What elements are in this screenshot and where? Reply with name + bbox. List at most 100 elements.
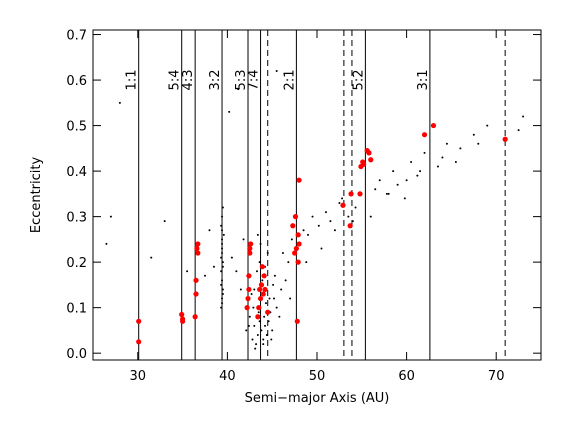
highlight-point — [360, 161, 367, 167]
object-point — [387, 192, 390, 195]
object-point — [260, 329, 263, 332]
highlight-point — [255, 314, 261, 320]
highlight-point — [265, 309, 271, 315]
highlight-point — [247, 250, 253, 256]
object-point — [242, 238, 245, 241]
highlight-point — [247, 245, 253, 252]
object-point — [221, 215, 224, 218]
object-point — [254, 347, 257, 350]
highlight-point — [136, 339, 142, 345]
highlight-point — [257, 295, 264, 302]
object-point — [522, 115, 525, 118]
resonance-label: 5:3 — [234, 70, 249, 91]
object-point — [220, 270, 223, 273]
object-point — [273, 274, 276, 277]
object-point — [221, 293, 224, 295]
object-point — [257, 311, 260, 314]
highlight-point — [421, 132, 428, 138]
object-point — [262, 343, 265, 346]
object-point — [281, 252, 284, 255]
object-point — [221, 302, 224, 305]
object-point — [256, 333, 259, 336]
highlight-point — [502, 136, 508, 142]
highlight-point — [136, 318, 142, 324]
object-point — [248, 315, 251, 318]
resonance-label: 4:3 — [181, 70, 196, 91]
object-point — [517, 129, 520, 132]
highlight-point — [366, 150, 372, 156]
object-point — [436, 165, 439, 168]
object-point — [329, 220, 332, 223]
object-point — [253, 288, 256, 291]
highlight-point — [294, 318, 300, 324]
object-point — [423, 151, 426, 154]
highlight-point — [290, 223, 296, 229]
highlight-point — [258, 282, 265, 288]
resonance-label: 3:1 — [416, 70, 431, 91]
object-point — [252, 306, 255, 309]
object-point — [228, 110, 231, 113]
object-point — [220, 224, 223, 227]
object-point — [445, 142, 448, 145]
object-point — [311, 215, 314, 218]
object-point — [317, 224, 320, 227]
y-tick-label: 0.2 — [66, 256, 87, 271]
object-point — [275, 306, 278, 309]
object-point — [441, 156, 444, 159]
object-point — [392, 170, 395, 173]
x-tick-label: 50 — [309, 369, 326, 384]
highlight-point — [244, 305, 250, 311]
object-point — [221, 242, 224, 245]
x-tick-label: 30 — [130, 369, 147, 384]
y-tick-label: 0.1 — [66, 302, 87, 317]
object-point — [255, 343, 258, 346]
x-axis-label: Semi−major Axis (AU) — [245, 391, 390, 406]
object-point — [403, 197, 406, 200]
highlight-point — [357, 191, 363, 197]
highlight-point — [430, 122, 437, 129]
resonance-label: 3:2 — [208, 70, 223, 91]
y-tick-label: 0.4 — [66, 165, 87, 180]
object-point — [230, 256, 233, 259]
object-point — [264, 302, 267, 305]
highlight-point — [248, 241, 254, 247]
object-point — [251, 338, 254, 341]
x-tick-label: 40 — [219, 369, 236, 384]
object-point — [374, 188, 377, 191]
object-point — [253, 324, 256, 327]
resonance-label: 5:2 — [351, 70, 366, 91]
object-point — [385, 192, 388, 195]
object-point — [222, 233, 225, 236]
resonance-label: 2:1 — [282, 70, 297, 91]
object-point — [221, 261, 224, 264]
highlight-point — [193, 277, 199, 283]
object-point — [186, 270, 189, 273]
object-point — [290, 238, 293, 241]
object-point — [220, 306, 223, 309]
highlight-point — [256, 305, 262, 311]
object-point — [267, 320, 270, 323]
object-point — [220, 256, 223, 259]
highlight-point — [368, 157, 374, 163]
y-axis-label: Eccentricity — [29, 157, 44, 234]
object-point — [264, 324, 267, 327]
object-point — [237, 88, 240, 91]
resonance-label: 5:4 — [168, 70, 183, 91]
object-point — [270, 338, 273, 341]
object-point — [109, 215, 112, 218]
object-point — [307, 233, 310, 236]
object-point — [324, 211, 327, 214]
object-point — [150, 256, 153, 259]
object-point — [212, 265, 215, 268]
highlight-point — [347, 223, 353, 229]
object-point — [289, 297, 292, 300]
object-point — [272, 297, 275, 300]
highlight-point — [292, 250, 298, 256]
object-point — [354, 206, 357, 209]
object-point — [221, 238, 224, 241]
highlight-point — [262, 286, 268, 293]
object-point — [221, 229, 224, 232]
object-point — [305, 261, 308, 264]
object-point — [259, 242, 262, 245]
highlight-point — [261, 273, 267, 279]
